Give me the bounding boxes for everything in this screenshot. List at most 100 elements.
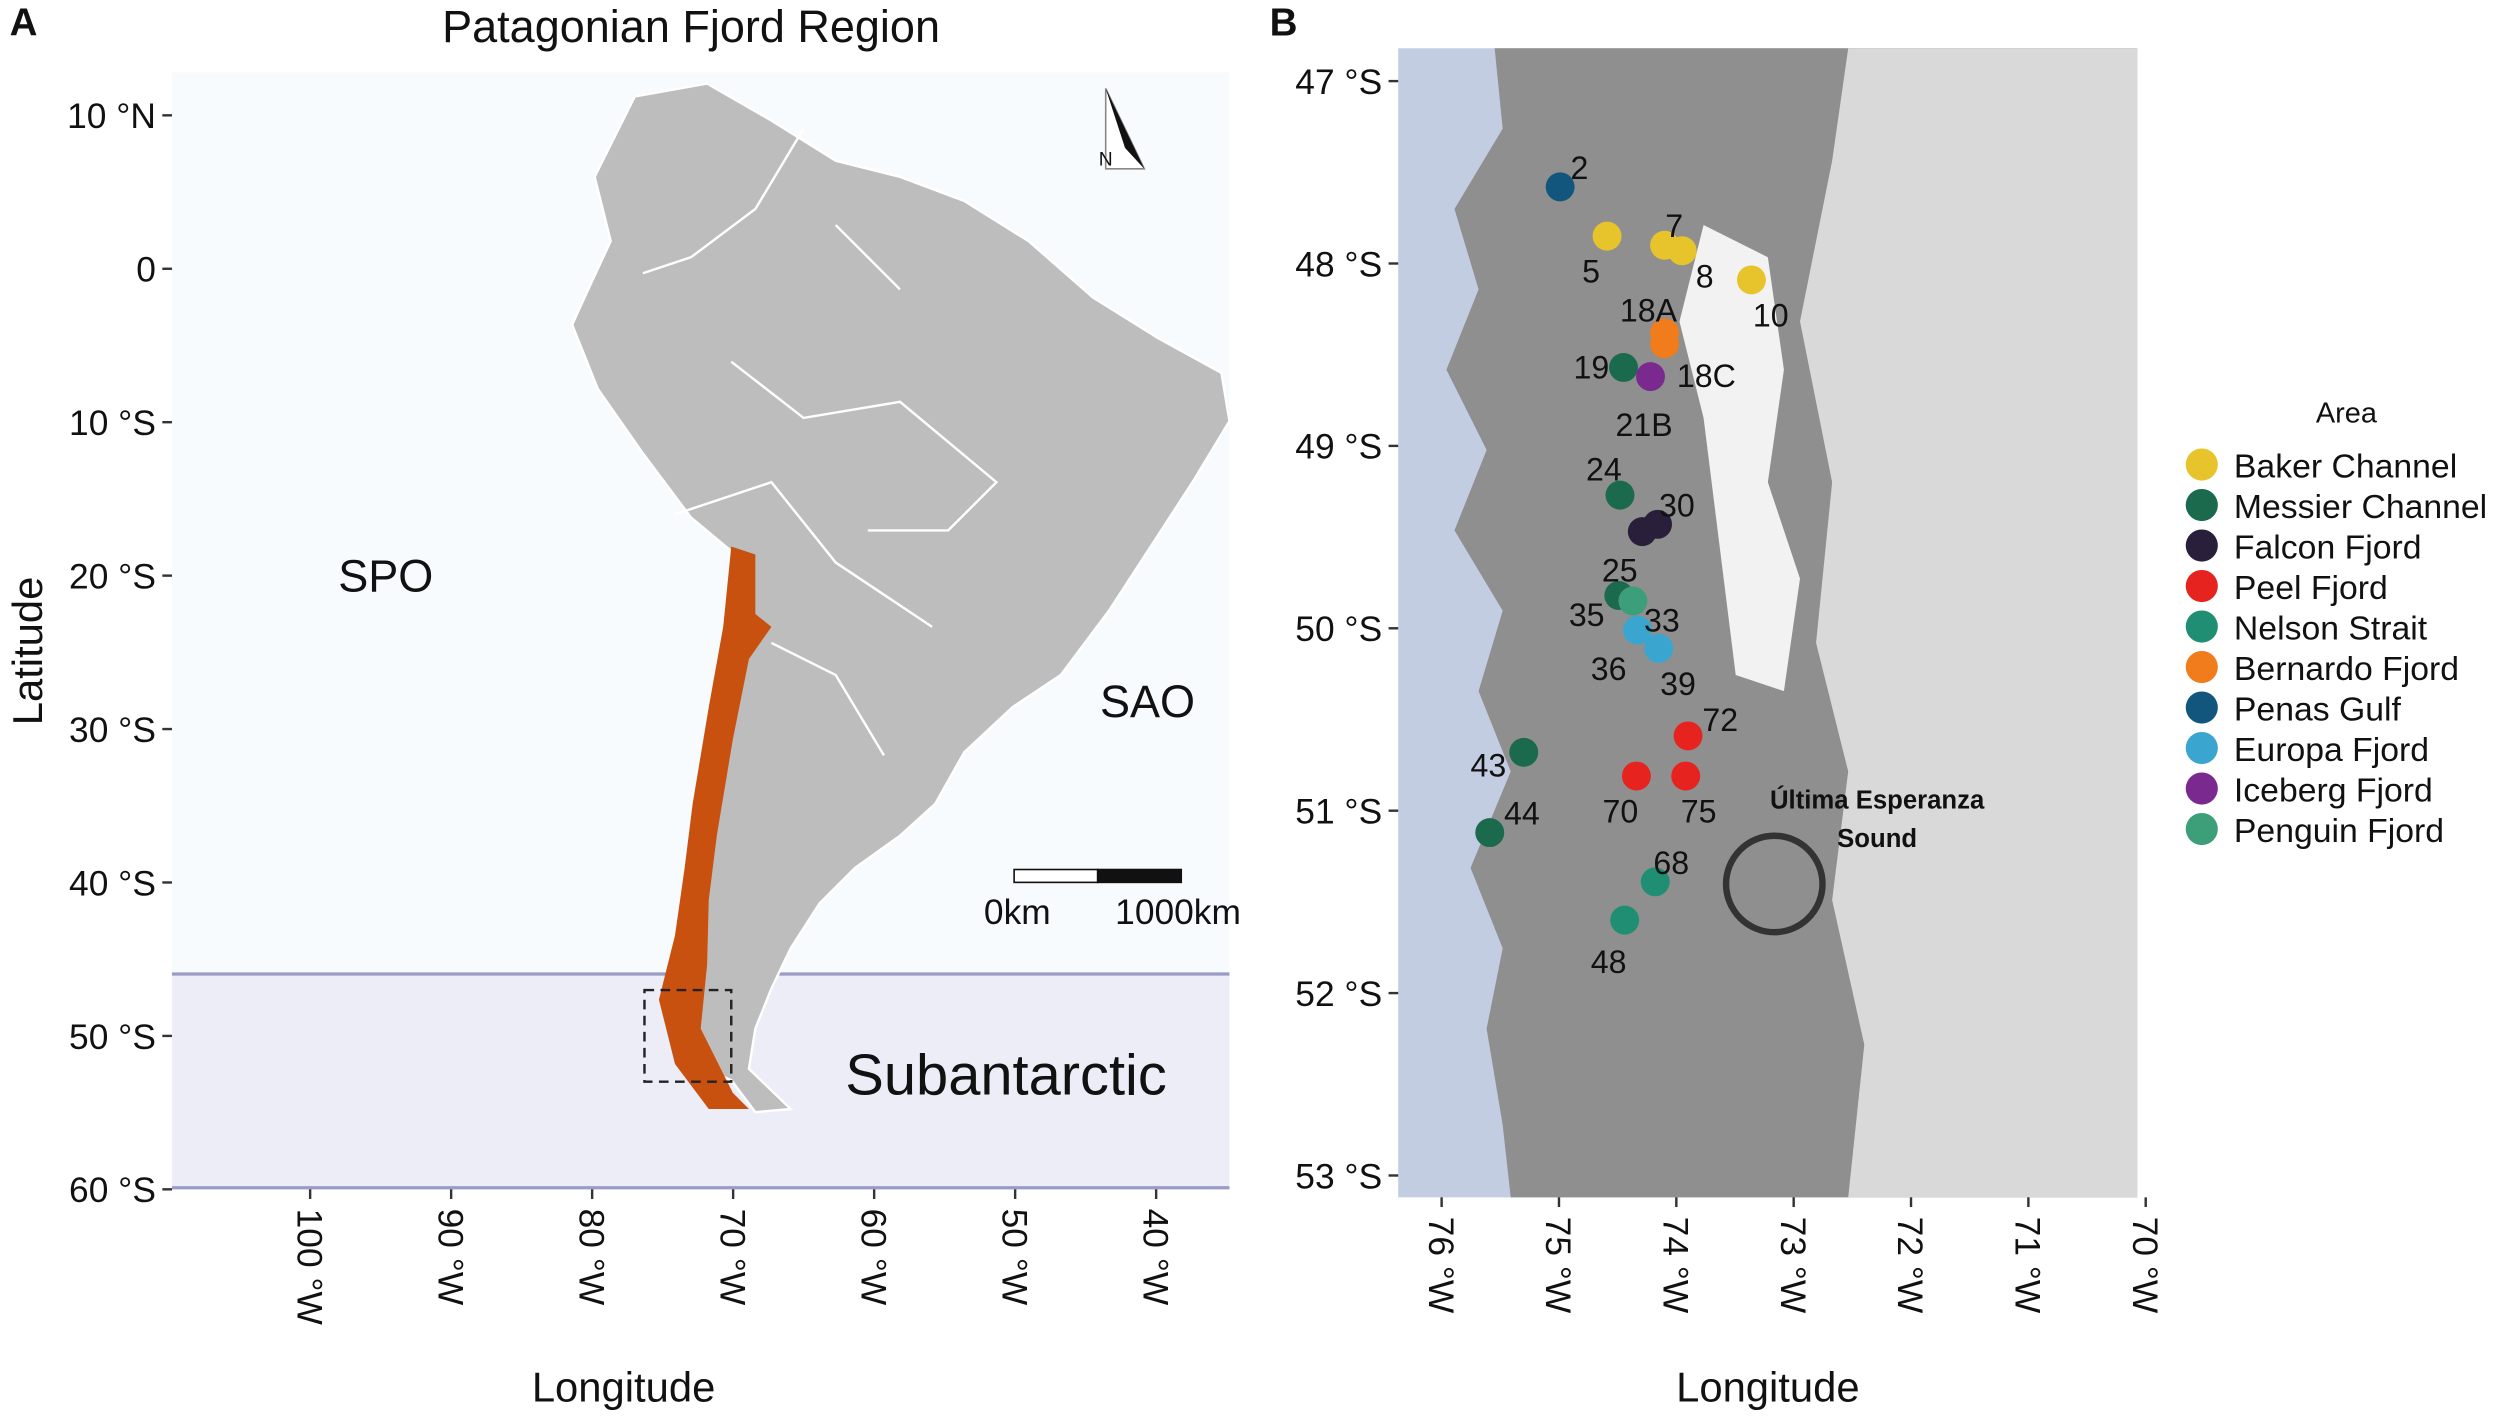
x-axis-title: Longitude xyxy=(1676,1363,1859,1410)
station-label: 33 xyxy=(1644,602,1680,638)
x-tick-label: 50 °W xyxy=(994,1209,1033,1306)
annotation: Sound xyxy=(1837,825,1917,853)
legend-label: Iceberg Fjord xyxy=(2234,771,2433,809)
x-tick-label: 74 °W xyxy=(1655,1217,1694,1314)
x-tick-label: 70 °W xyxy=(2125,1217,2164,1314)
north-arrow xyxy=(1105,88,1145,169)
scale-label: 0km xyxy=(984,893,1051,932)
station-label: 8 xyxy=(1696,259,1714,295)
station xyxy=(1736,265,1766,295)
scale-bar xyxy=(1096,868,1183,884)
station-label: 39 xyxy=(1660,666,1696,702)
north-label: N xyxy=(1099,150,1113,171)
land-east xyxy=(1800,48,2138,1198)
legend-swatch xyxy=(2185,610,2218,643)
legend-label: Baker Channel xyxy=(2234,447,2457,485)
station-label: 24 xyxy=(1586,452,1622,488)
station xyxy=(1605,480,1635,510)
y-tick-label: 51 °S xyxy=(1295,793,1382,832)
y-tick-label: 50 °S xyxy=(1295,610,1382,649)
legend-label: Messier Channel xyxy=(2234,488,2487,526)
x-axis-title: Longitude xyxy=(532,1363,715,1410)
region-label: SPO xyxy=(338,550,433,601)
south-america xyxy=(570,82,1231,1114)
station-label: 48 xyxy=(1591,944,1627,980)
station-label: 36 xyxy=(1591,651,1627,687)
station xyxy=(1509,737,1539,767)
y-tick-label: 30 °S xyxy=(69,711,156,750)
station xyxy=(1640,867,1670,897)
y-axis-title: Latitude xyxy=(4,577,51,726)
borders xyxy=(642,128,999,757)
y-tick-label: 0 xyxy=(136,251,156,290)
station-label: 10 xyxy=(1753,298,1789,334)
x-tick-label: 90 °W xyxy=(430,1209,469,1306)
station-label: 75 xyxy=(1681,794,1717,830)
station-label: 68 xyxy=(1653,845,1689,881)
legend-label: Nelson Strait xyxy=(2234,609,2428,647)
station xyxy=(1618,586,1648,616)
x-tick-label: 76 °W xyxy=(1421,1217,1460,1314)
legend-swatch xyxy=(2185,529,2218,562)
station xyxy=(1610,905,1640,935)
station xyxy=(1667,236,1697,266)
station-label: 35 xyxy=(1569,597,1605,633)
legend-swatch xyxy=(2185,650,2218,684)
fjord-region xyxy=(658,546,772,1109)
y-tick-label: 60 °S xyxy=(69,1171,156,1210)
icefield xyxy=(1679,225,1800,692)
y-tick-label: 10 °N xyxy=(67,97,156,136)
station-label: 30 xyxy=(1659,487,1695,523)
y-tick-label: 52 °S xyxy=(1295,975,1382,1014)
legend-swatch xyxy=(2185,772,2218,805)
station-label: 18C xyxy=(1677,358,1736,394)
legend-swatch xyxy=(2185,691,2218,724)
station-label: 44 xyxy=(1504,796,1540,832)
x-tick-label: 100 °W xyxy=(289,1209,328,1326)
y-tick-label: 50 °S xyxy=(69,1018,156,1057)
x-tick-label: 71 °W xyxy=(2008,1217,2047,1314)
x-tick-label: 70 °W xyxy=(712,1209,751,1306)
station-label: 5 xyxy=(1582,254,1600,290)
legend-swatch xyxy=(2185,448,2218,481)
legend-label: Europa Fjord xyxy=(2234,731,2429,769)
y-tick-label: 49 °S xyxy=(1295,428,1382,467)
sound-circle xyxy=(1722,832,1826,936)
station xyxy=(1621,761,1651,791)
station xyxy=(1644,633,1674,663)
legend-label: Penguin Fjord xyxy=(2234,812,2444,850)
station-label: 19 xyxy=(1574,350,1610,386)
station-label: 18A xyxy=(1620,293,1678,329)
station-label: 70 xyxy=(1602,794,1638,830)
title: Patagonian Fjord Region xyxy=(442,1,940,52)
legend-title: Area xyxy=(2316,398,2378,430)
legend-label: Peel Fjord xyxy=(2234,569,2388,607)
region-label: SAO xyxy=(1100,676,1195,727)
legend-swatch xyxy=(2185,731,2218,765)
y-tick-label: 47 °S xyxy=(1295,63,1382,102)
station xyxy=(1673,721,1703,751)
x-tick-label: 73 °W xyxy=(1773,1217,1812,1314)
station-label: 25 xyxy=(1602,552,1638,588)
inset-box xyxy=(643,988,733,1083)
station xyxy=(1475,818,1505,848)
legend-label: Penas Gulf xyxy=(2234,690,2402,728)
scale-bar xyxy=(1013,868,1099,884)
station xyxy=(1609,353,1638,382)
scale-label: 1000km xyxy=(1115,893,1241,932)
annotation: Última Esperanza xyxy=(1770,784,1985,814)
station xyxy=(1636,362,1665,392)
station xyxy=(1627,517,1657,547)
station-label: 7 xyxy=(1665,208,1683,244)
x-tick-label: 80 °W xyxy=(571,1209,610,1306)
x-tick-label: 75 °W xyxy=(1538,1217,1577,1314)
y-tick-label: 53 °S xyxy=(1295,1157,1382,1196)
legend-swatch xyxy=(2185,569,2218,603)
station xyxy=(1592,221,1622,251)
station-label: 2 xyxy=(1571,150,1589,186)
panel-label: A xyxy=(10,1,38,44)
station xyxy=(1671,761,1701,791)
legend-label: Bernardo Fjord xyxy=(2234,650,2459,688)
station xyxy=(1545,172,1575,202)
